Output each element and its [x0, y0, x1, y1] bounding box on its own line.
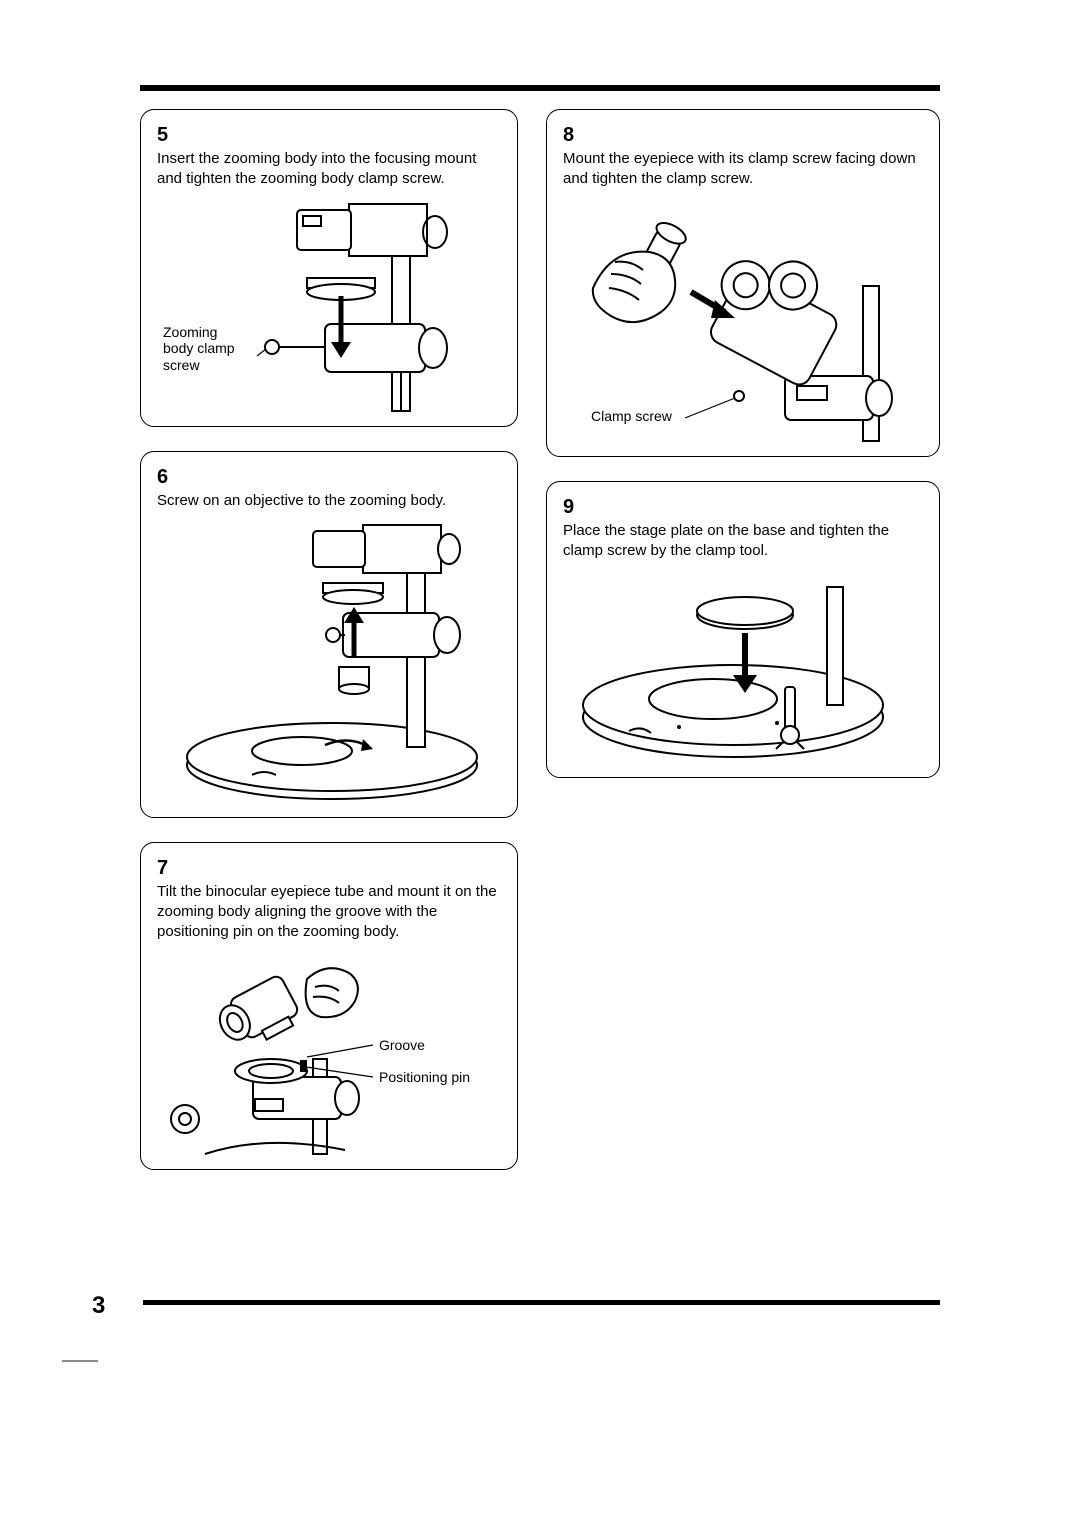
step-6-illustration: [157, 517, 501, 807]
step-5: 5 Insert the zooming body into the focus…: [140, 109, 518, 427]
page-number: 3: [92, 1292, 105, 1320]
top-rule: [140, 85, 940, 91]
step-text: Mount the eyepiece with its clamp screw …: [563, 149, 923, 190]
step-9-illustration: [563, 567, 923, 767]
label-positioning-pin: Positioning pin: [379, 1069, 470, 1086]
bottom-area: 3: [95, 1300, 940, 1305]
step-5-illustration: Zooming body clamp screw: [157, 196, 501, 416]
step-number: 6: [157, 466, 501, 489]
step-text: Insert the zooming body into the focusin…: [157, 149, 501, 190]
step-8-illustration: Clamp screw: [563, 196, 923, 446]
page-content: 5 Insert the zooming body into the focus…: [140, 85, 940, 1170]
bottom-rule: [143, 1300, 940, 1305]
step-number: 7: [157, 857, 501, 880]
step-text: Place the stage plate on the base and ti…: [563, 521, 923, 562]
label-groove: Groove: [379, 1037, 425, 1054]
step-7: 7 Tilt the binocular eyepiece tube and m…: [140, 842, 518, 1170]
step-text: Screw on an objective to the zooming bod…: [157, 491, 501, 511]
left-column: 5 Insert the zooming body into the focus…: [140, 109, 518, 1170]
step-text: Tilt the binocular eyepiece tube and mou…: [157, 882, 501, 943]
step-number: 9: [563, 496, 923, 519]
step-8: 8 Mount the eyepiece with its clamp scre…: [546, 109, 940, 457]
margin-dash: [62, 1360, 98, 1362]
label-clamp-screw: Clamp screw: [591, 408, 672, 425]
step-6: 6 Screw on an objective to the zooming b…: [140, 451, 518, 818]
right-column: 8 Mount the eyepiece with its clamp scre…: [546, 109, 940, 1170]
step-9: 9 Place the stage plate on the base and …: [546, 481, 940, 779]
columns: 5 Insert the zooming body into the focus…: [140, 109, 940, 1170]
label-zooming-body-clamp-screw: Zooming body clamp screw: [163, 324, 249, 374]
step-number: 5: [157, 124, 501, 147]
step-number: 8: [563, 124, 923, 147]
step-7-illustration: Groove Positioning pin: [157, 949, 501, 1159]
